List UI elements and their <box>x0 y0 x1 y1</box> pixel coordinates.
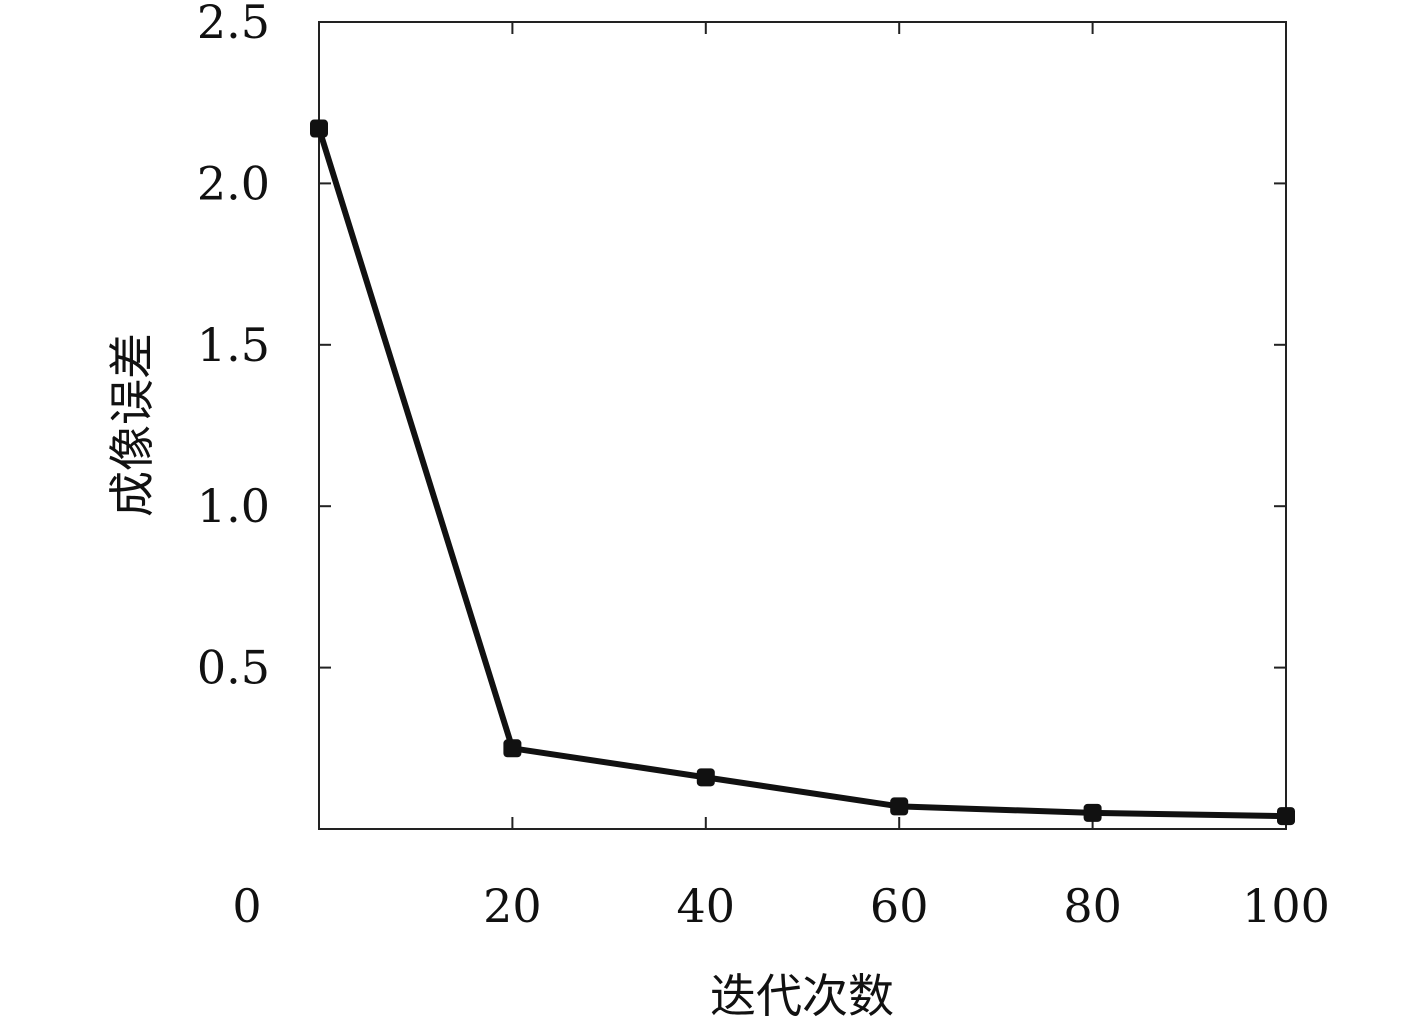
x-tick-label: 60 <box>870 879 929 933</box>
series-layer <box>310 119 1295 826</box>
data-point <box>310 119 328 138</box>
x-tick-label: 0 <box>232 879 261 933</box>
x-tick-label: 40 <box>677 879 736 933</box>
plot-frame <box>318 21 1287 830</box>
data-point <box>696 768 715 787</box>
y-axis-label: 成像误差 <box>105 333 159 517</box>
data-point <box>890 797 909 816</box>
x-tick-label: 80 <box>1063 879 1122 933</box>
x-tick-label: 20 <box>483 879 542 933</box>
x-tick-marks <box>511 22 1094 829</box>
y-tick-label: 1.5 <box>197 318 270 372</box>
y-tick-label: 0.5 <box>197 641 270 695</box>
y-tick-label: 1.0 <box>197 479 270 533</box>
y-tick-label: 2.5 <box>197 0 270 49</box>
data-point <box>503 739 522 758</box>
x-tick-label: 100 <box>1242 879 1330 933</box>
y-tick-label: 2.0 <box>197 156 270 210</box>
y-tick-marks <box>319 182 1286 669</box>
y-tick-labels: 0.5 1.0 1.5 2.0 2.5 <box>197 0 270 695</box>
data-point <box>1277 807 1295 826</box>
data-point <box>1083 803 1102 822</box>
series-line <box>316 127 1287 820</box>
x-axis-label: 迭代次数 <box>710 969 894 1023</box>
x-tick-labels: 0 20 40 60 80 100 <box>232 879 1330 933</box>
